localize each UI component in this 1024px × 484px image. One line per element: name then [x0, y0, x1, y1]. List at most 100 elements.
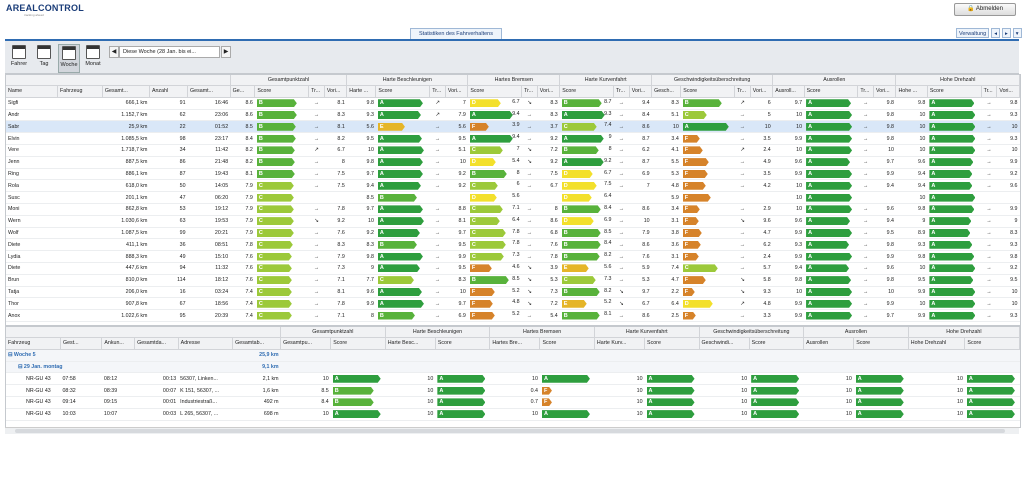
table-row[interactable]: Tatja 206,0 km 16 03:24 7.4 C → 8.1 9.6 A → 10 F 5.2 ↘…: [6, 286, 1020, 299]
column-header[interactable]: Score: [559, 85, 615, 98]
column-header[interactable]: Vori...: [629, 85, 653, 98]
logout-button[interactable]: 🔒 Abmelden: [954, 3, 1016, 16]
collapse-icon[interactable]: ⊟: [8, 352, 14, 359]
column-header[interactable]: Score: [254, 85, 310, 98]
column-header[interactable]: Gest...: [60, 337, 103, 350]
tab-statistics[interactable]: Statistiken des Fahrverhaltens: [410, 28, 502, 39]
column-header[interactable]: Hartes Bre...: [489, 337, 541, 350]
week-view-button[interactable]: Woche: [58, 44, 80, 73]
column-header[interactable]: Score: [330, 337, 386, 350]
scrollbar-thumb[interactable]: [15, 429, 1005, 433]
column-header[interactable]: Score: [804, 85, 859, 98]
column-header[interactable]: Vori...: [996, 85, 1020, 98]
table-row[interactable]: Anox 1.022,6 km 95 20:39 7.4 C → 7.1 8 B → 6.9 F 5.2 →…: [6, 309, 1020, 322]
table-row[interactable]: Rola 618,0 km 50 14:05 7.9 C → 7.5 9.4 A → 9.2 C 6 → 6.…: [6, 179, 1020, 193]
column-header[interactable]: Adresse: [178, 337, 234, 350]
column-header[interactable]: Harte Besc...: [385, 337, 436, 350]
column-header[interactable]: Gesamtpu...: [280, 337, 332, 350]
table-row[interactable]: Lydia 888,3 km 49 15:10 7.6 C → 7.9 9.8 A → 9.9 C 7.3…: [6, 250, 1020, 263]
column-header[interactable]: Score: [467, 85, 523, 98]
table-row[interactable]: Diete 411,1 km 36 08:51 7.8 C → 8.3 8.3 B → 9.5 C 7.8…: [6, 238, 1020, 252]
table-row[interactable]: Andr 1.152,7 km 62 23:06 8.6 B → 8.3 9.3 A ↗ 7.9 A 9.…: [6, 109, 1020, 122]
tab-list-button[interactable]: ▾: [1012, 28, 1022, 38]
table-row[interactable]: Jenn 887,5 km 86 21:48 8.2 B → 8 9.8 A → 10 D 5.4 ↘ 9.2…: [6, 156, 1020, 169]
table-row[interactable]: Sigfi 666,1 km 91 16:46 8.6 B → 8.1 9.8 A ↗ 7 D 6.7 ↘ 8…: [6, 97, 1020, 110]
trip-row[interactable]: NR-GU 43 09:14 09:15 00:01 Industriestraß...…: [6, 396, 1020, 409]
column-header[interactable]: Harte ...: [346, 85, 377, 98]
column-header[interactable]: Vori...: [750, 85, 774, 98]
column-header[interactable]: Score: [749, 337, 805, 350]
group-row[interactable]: ⊟ 29 Jan. montag 9,1 km: [6, 361, 1020, 374]
table-row[interactable]: Wolf 1.087,5 km 99 20:21 7.9 C → 7.6 9.2 A → 9.7 C 7.…: [6, 227, 1020, 240]
column-header[interactable]: Geschwindi...: [699, 337, 750, 350]
trip-row[interactable]: NR-GU 43 10:03 10:07 00:03 L 265, 56307, ...…: [6, 408, 1020, 421]
collapse-icon[interactable]: ⊟: [18, 363, 24, 370]
tab-scroll-right-button[interactable]: ▸: [1001, 28, 1011, 38]
column-header[interactable]: Score: [680, 85, 736, 98]
column-header[interactable]: Gesamtab...: [232, 337, 282, 350]
column-header[interactable]: Tr...: [613, 85, 630, 98]
column-header[interactable]: Ankun...: [101, 337, 136, 350]
column-header[interactable]: Ausroll...: [772, 85, 805, 98]
date-range-select[interactable]: Diese Woche (28 Jan. bis ei...: [119, 46, 220, 58]
group-row[interactable]: ⊟ Woche 5 25,9 km: [6, 349, 1020, 362]
column-header[interactable]: Vori...: [873, 85, 897, 98]
column-header[interactable]: Score: [375, 85, 431, 98]
column-header[interactable]: Vori...: [537, 85, 561, 98]
trend-arrow-icon: →: [857, 227, 874, 240]
table-row[interactable]: Thor 907,8 km 67 18:56 7.4 C → 7.8 9.9 A → 9.7 F 4.8 ↘…: [6, 297, 1020, 311]
column-header[interactable]: Tr...: [429, 85, 446, 98]
table-row[interactable]: Ring 886,1 km 87 19:43 8.1 B → 7.5 9.7 A → 9.2 B 8 → 7.…: [6, 168, 1020, 181]
score-value: 7.8: [512, 240, 520, 247]
column-header[interactable]: Gesch...: [651, 85, 682, 98]
score-cell: A: [375, 250, 430, 263]
column-header[interactable]: Ausrollen: [803, 337, 855, 350]
table-row[interactable]: Moni 862,8 km 53 19:12 7.9 C → 7.8 9.7 A → 8.8 C 7.1 →…: [6, 203, 1020, 216]
column-header[interactable]: Gesamtda...: [134, 337, 179, 350]
table-row[interactable]: Elvin 1.085,5 km 98 23:17 8.4 B → 8.2 9.5 A → 9.5 A 9…: [6, 132, 1020, 145]
admin-button[interactable]: Verwaltung: [956, 28, 990, 38]
trip-row[interactable]: NR-GU 43 07:58 08:12 00:13 56307, Linken... 2…: [6, 372, 1020, 386]
column-header[interactable]: Fahrzeug: [57, 85, 103, 98]
day-view-button[interactable]: Tag: [34, 44, 54, 71]
previous-period-button[interactable]: ◀: [109, 46, 119, 58]
column-header[interactable]: Score: [964, 337, 1020, 350]
column-header[interactable]: Hohe Drehzahl: [908, 337, 966, 350]
column-header[interactable]: Score: [644, 337, 700, 350]
column-header[interactable]: Tr...: [981, 85, 998, 98]
table-row[interactable]: Vere 1.718,7 km 34 11:42 8.2 B ↗ 6.7 10 A → 5.1 C 7 ↘ 7…: [6, 144, 1020, 157]
horizontal-scrollbar[interactable]: [5, 427, 1019, 434]
column-header[interactable]: Score: [927, 85, 982, 98]
table-row[interactable]: Sabr 25,9 km 22 01:52 8.5 B → 8.1 5.6 E → 5.6 F 3.9 → 3…: [6, 120, 1020, 134]
column-header[interactable]: Score: [539, 337, 595, 350]
previous-value: [629, 191, 652, 204]
column-header[interactable]: Tr...: [734, 85, 751, 98]
column-header[interactable]: Score: [435, 337, 491, 350]
column-header[interactable]: Score: [853, 337, 909, 350]
column-header[interactable]: Name: [6, 85, 59, 98]
month-view-button[interactable]: Monat: [83, 44, 103, 71]
tab-scroll-left-button[interactable]: ◂: [991, 28, 1000, 38]
column-header[interactable]: Tr...: [308, 85, 325, 98]
column-header[interactable]: Tr...: [521, 85, 538, 98]
table-row[interactable]: Diete 447,6 km 94 11:32 7.6 C → 7.3 9 A → 9.5 F 4.6 ↘ 3…: [6, 262, 1020, 275]
score-badge: C: [683, 111, 707, 119]
next-period-button[interactable]: ▶: [221, 46, 231, 58]
table-row[interactable]: Wern 1.030,6 km 63 19:53 7.9 C ↘ 9.2 10 A → 8.1 C 6.4…: [6, 215, 1020, 228]
column-header[interactable]: Vori...: [324, 85, 348, 98]
previous-value: 6.2: [629, 144, 652, 157]
trip-count: 95: [149, 309, 188, 322]
table-row[interactable]: Susc 201,1 km 47 06:20 7.9 C 8.5 B D 5.6 D 6.4 5.9 F 1…: [6, 191, 1020, 204]
column-header[interactable]: Fahrzeug: [6, 337, 61, 350]
table-row[interactable]: Brun 810,0 km 114 18:12 7.6 C → 7.1 7.7 C → 8.3 B 8.5…: [6, 274, 1020, 287]
column-header[interactable]: Harte Kurv...: [594, 337, 646, 350]
column-header[interactable]: Vori...: [445, 85, 469, 98]
column-header[interactable]: Ge...: [230, 85, 256, 98]
column-header[interactable]: Tr...: [857, 85, 875, 98]
driver-view-button[interactable]: Fahrer: [9, 44, 29, 71]
column-header[interactable]: Gesamt...: [102, 85, 150, 98]
column-header[interactable]: Hohe ...: [895, 85, 928, 98]
column-header[interactable]: Gesamt...: [187, 85, 231, 98]
column-header[interactable]: Anzahl: [149, 85, 189, 98]
trip-row[interactable]: NR-GU 43 08:32 08:39 00:07 K 151, 56307, ...…: [6, 384, 1020, 397]
